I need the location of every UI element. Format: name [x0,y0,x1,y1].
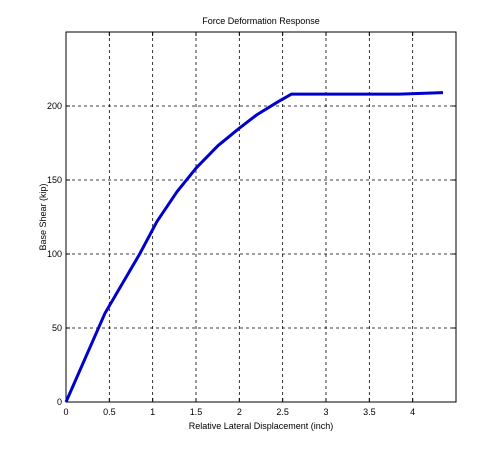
y-tick-label: 150 [47,175,62,185]
x-tick-label: 1.5 [190,407,203,417]
x-tick-label: 3 [323,407,328,417]
x-tick-label: 4 [410,407,415,417]
y-tick-label: 0 [57,397,62,407]
y-tick-label: 100 [47,249,62,259]
series-line [64,91,444,403]
y-tick-labels: 0 50 100 150 200 [47,101,62,407]
tick-marks [65,32,456,403]
x-tick-label: 1 [150,407,155,417]
x-tick-label: 2 [237,407,242,417]
x-axis-label: Relative Lateral Displacement (inch) [189,421,334,431]
x-tick-label: 0.5 [103,407,116,417]
y-tick-label: 200 [47,101,62,111]
x-tick-label: 2.5 [276,407,289,417]
x-tick-labels: 0 0.5 1 1.5 2 2.5 3 3.5 4 [63,407,415,417]
plot-area-frame [65,31,457,403]
series-layer [64,91,444,403]
y-axis-label: Base Shear (kip) [38,183,48,250]
y-tick-label: 50 [52,323,62,333]
x-tick-label: 0 [63,407,68,417]
x-tick-label: 3.5 [363,407,376,417]
chart-title: Force Deformation Response [202,16,320,26]
grid-lines [66,32,456,402]
